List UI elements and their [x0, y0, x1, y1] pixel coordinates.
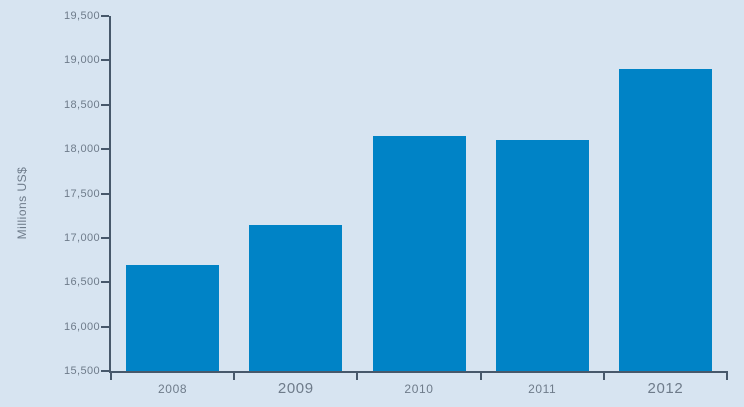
y-tick: [101, 236, 109, 239]
x-tick: [110, 373, 112, 380]
y-tick-label: 17,500: [63, 187, 100, 200]
x-tick-label: 2009: [277, 380, 314, 397]
bar-2012: [618, 69, 712, 371]
x-tick: [356, 373, 359, 380]
y-axis-title: Millions US$: [15, 166, 29, 240]
y-tick: [101, 370, 109, 372]
y-tick-label: 17,000: [63, 231, 100, 244]
y-tick-label: 19,500: [63, 10, 100, 22]
y-tick: [101, 15, 109, 17]
x-tick: [479, 373, 482, 380]
y-axis-line: [109, 16, 111, 373]
bar-2010: [372, 135, 466, 371]
bar-2008: [126, 264, 220, 371]
y-tick: [101, 59, 109, 62]
y-tick-label: 18,500: [63, 98, 100, 111]
y-tick-label: 16,000: [63, 320, 100, 333]
y-tick-label: 19,000: [63, 54, 100, 67]
y-tick: [101, 281, 109, 284]
y-tick: [101, 103, 109, 106]
x-axis-line: [109, 371, 728, 373]
y-tick: [101, 325, 109, 328]
y-tick-label: 18,000: [63, 143, 100, 156]
x-tick-label: 2011: [528, 382, 557, 396]
x-tick-label: 2010: [404, 382, 434, 396]
y-tick: [101, 148, 109, 151]
x-tick-label: 2008: [158, 382, 188, 396]
x-tick-label: 2012: [647, 380, 684, 397]
y-tick: [101, 192, 109, 195]
bar-2009: [249, 224, 343, 371]
x-tick: [602, 373, 605, 380]
x-tick: [233, 373, 236, 380]
x-tick: [726, 373, 728, 380]
bar-2011: [495, 140, 589, 371]
y-tick-label: 15,500: [63, 365, 100, 377]
y-tick-label: 16,500: [63, 276, 100, 289]
